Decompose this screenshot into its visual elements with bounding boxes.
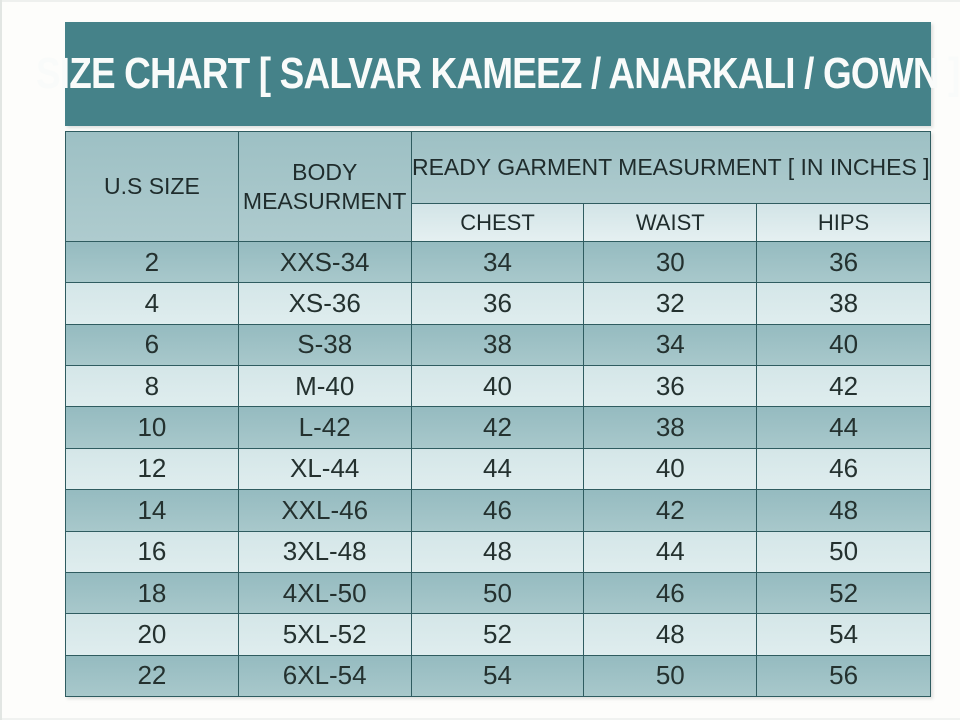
- cell-body-size: XXS-34: [238, 242, 412, 283]
- cell-hips: 42: [757, 366, 930, 407]
- cell-body-size: 5XL-52: [238, 614, 412, 655]
- cell-waist: 44: [584, 531, 758, 572]
- header-cell-body-measurment: BODY MEASURMENT: [238, 132, 412, 241]
- subheader-cell-waist: WAIST: [584, 204, 758, 241]
- cell-chest: 46: [411, 490, 585, 531]
- cell-us-size: 2: [66, 242, 239, 283]
- cell-body-size: XXL-46: [238, 490, 412, 531]
- cell-chest: 36: [411, 283, 585, 324]
- cell-us-size: 18: [66, 572, 239, 614]
- cell-waist: 36: [584, 366, 758, 407]
- cell-hips: 50: [757, 531, 930, 572]
- table-row: 4 XS-36 36 32 38: [66, 282, 930, 324]
- cell-hips: 54: [757, 614, 930, 655]
- cell-body-size: 3XL-48: [238, 531, 412, 572]
- cell-hips: 52: [757, 572, 930, 614]
- cell-body-size: S-38: [238, 324, 412, 366]
- cell-waist: 42: [584, 490, 758, 531]
- cell-us-size: 16: [66, 531, 239, 572]
- cell-us-size: 8: [66, 366, 239, 407]
- cell-chest: 52: [411, 614, 585, 655]
- cell-chest: 38: [411, 324, 585, 366]
- header-cell-ready-garment: READY GARMENT MEASURMENT [ IN INCHES ]: [411, 132, 930, 203]
- size-chart-container: SIZE CHART [ SALVAR KAMEEZ / ANARKALI / …: [36, 22, 960, 697]
- cell-waist: 30: [584, 242, 758, 283]
- cell-body-size: XL-44: [238, 448, 412, 490]
- table-row: 20 5XL-52 52 48 54: [66, 613, 930, 655]
- cell-body-size: 4XL-50: [238, 572, 412, 614]
- table-row: 16 3XL-48 48 44 50: [66, 530, 930, 572]
- cell-body-size: L-42: [238, 407, 412, 448]
- cell-us-size: 22: [66, 655, 239, 696]
- cell-hips: 38: [757, 283, 930, 324]
- cell-chest: 54: [411, 655, 585, 696]
- table-row: 6 S-38 38 34 40: [66, 323, 930, 366]
- cell-waist: 48: [584, 614, 758, 655]
- cell-us-size: 4: [66, 283, 239, 324]
- table-row: 14 XXL-46 46 42 48: [66, 489, 930, 531]
- table-row: 8 M-40 40 36 42: [66, 365, 930, 407]
- table-row: 2 XXS-34 34 30 36: [66, 241, 930, 283]
- cell-waist: 38: [584, 407, 758, 448]
- cell-us-size: 10: [66, 407, 239, 448]
- cell-chest: 48: [411, 531, 585, 572]
- size-table: U.S SIZE BODY MEASURMENT READY GARMENT M…: [65, 131, 931, 697]
- cell-chest: 40: [411, 366, 585, 407]
- cell-waist: 32: [584, 283, 758, 324]
- cell-us-size: 20: [66, 614, 239, 655]
- table-header-row: U.S SIZE BODY MEASURMENT READY GARMENT M…: [66, 132, 930, 241]
- header-cell-us-size: U.S SIZE: [66, 132, 239, 241]
- table-row: 12 XL-44 44 40 46: [66, 447, 930, 490]
- cell-waist: 46: [584, 572, 758, 614]
- cell-us-size: 14: [66, 490, 239, 531]
- cell-hips: 56: [757, 655, 930, 696]
- cell-us-size: 6: [66, 324, 239, 366]
- table-body: 2 XXS-34 34 30 36 4 XS-36 36 32 38 6 S-3…: [66, 241, 930, 696]
- title-bar: SIZE CHART [ SALVAR KAMEEZ / ANARKALI / …: [36, 22, 960, 126]
- cell-chest: 50: [411, 572, 585, 614]
- cell-chest: 44: [411, 448, 585, 490]
- cell-waist: 40: [584, 448, 758, 490]
- cell-hips: 48: [757, 490, 930, 531]
- subheader-cell-hips: HIPS: [757, 204, 930, 241]
- cell-waist: 34: [584, 324, 758, 366]
- cell-body-size: M-40: [238, 366, 412, 407]
- subheader-cell-chest: CHEST: [411, 204, 585, 241]
- table-row: 18 4XL-50 50 46 52: [66, 571, 930, 614]
- table-row: 10 L-42 42 38 44: [66, 406, 930, 448]
- cell-waist: 50: [584, 655, 758, 696]
- cell-chest: 34: [411, 242, 585, 283]
- header-group-ready-garment: READY GARMENT MEASURMENT [ IN INCHES ] C…: [411, 132, 930, 241]
- page-title: SIZE CHART [ SALVAR KAMEEZ / ANARKALI / …: [36, 49, 960, 98]
- cell-hips: 44: [757, 407, 930, 448]
- cell-chest: 42: [411, 407, 585, 448]
- cell-body-size: XS-36: [238, 283, 412, 324]
- cell-hips: 46: [757, 448, 930, 490]
- cell-body-size: 6XL-54: [238, 655, 412, 696]
- subheader-row: CHEST WAIST HIPS: [411, 203, 930, 241]
- cell-hips: 40: [757, 324, 930, 366]
- cell-hips: 36: [757, 242, 930, 283]
- table-row: 22 6XL-54 54 50 56: [66, 654, 930, 696]
- cell-us-size: 12: [66, 448, 239, 490]
